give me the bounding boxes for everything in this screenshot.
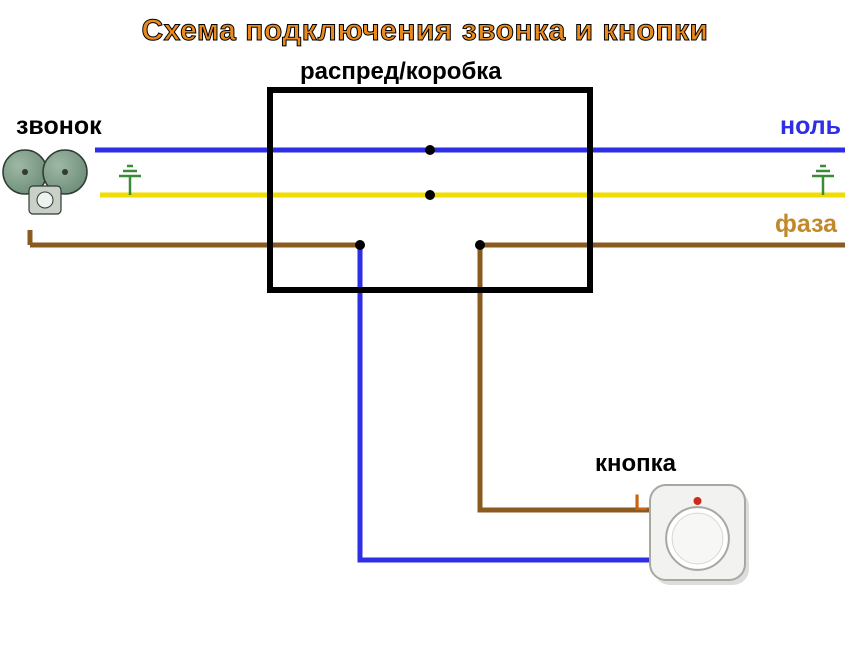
ground-icon bbox=[119, 166, 141, 195]
connection-node bbox=[425, 145, 435, 155]
ground-icon bbox=[812, 166, 834, 195]
bell-label: звонок bbox=[16, 112, 102, 141]
button-terminal-l-label: L bbox=[634, 490, 647, 516]
connection-node bbox=[475, 240, 485, 250]
doorbell-button-icon bbox=[650, 485, 749, 585]
connection-node bbox=[355, 240, 365, 250]
bell-icon bbox=[3, 150, 87, 214]
junction-box-label: распред/коробка bbox=[300, 58, 502, 86]
neutral-label: ноль bbox=[780, 112, 841, 141]
button-label: кнопка bbox=[595, 450, 676, 478]
connection-node bbox=[425, 190, 435, 200]
wiring-canvas bbox=[0, 0, 850, 650]
phase-label: фаза bbox=[775, 210, 837, 239]
